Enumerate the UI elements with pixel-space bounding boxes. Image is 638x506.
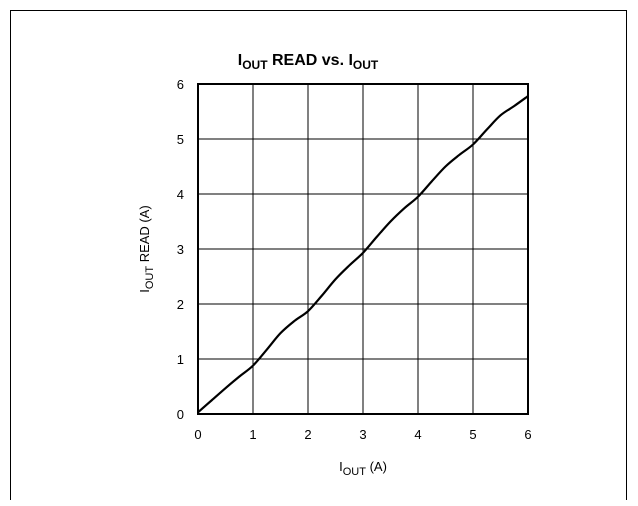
y-axis-label-unit: READ (A)	[137, 205, 152, 266]
x-axis-label-symbol: I	[339, 459, 343, 474]
x-tick-label: 3	[359, 427, 366, 442]
y-tick-label: 3	[177, 242, 184, 257]
x-axis-ticks: 0 1 2 3 4 5 6	[194, 427, 531, 442]
chart-title: IOUT READ vs. IOUT	[238, 52, 379, 72]
y-tick-label: 0	[177, 407, 184, 422]
grid	[198, 84, 528, 414]
x-tick-label: 1	[249, 427, 256, 442]
chart-title-symbol: I	[238, 52, 242, 69]
x-axis-label: IOUT (A)	[339, 459, 387, 478]
x-tick-label: 2	[304, 427, 311, 442]
y-tick-label: 5	[177, 132, 184, 147]
y-axis-ticks: 0 1 2 3 4 5 6	[177, 77, 184, 422]
chart-title-subscript-2: OUT	[353, 58, 379, 72]
x-axis-label-unit: (A)	[366, 459, 387, 474]
y-tick-label: 1	[177, 352, 184, 367]
chart-title-subscript-1: OUT	[242, 58, 268, 72]
y-axis-label: IOUT READ (A)	[137, 205, 156, 293]
x-tick-label: 6	[524, 427, 531, 442]
chart-title-middle: READ vs. I	[268, 52, 353, 69]
y-axis-label-subscript: OUT	[144, 266, 156, 290]
x-axis-label-subscript: OUT	[343, 466, 367, 478]
x-tick-label: 4	[414, 427, 421, 442]
x-tick-label: 0	[194, 427, 201, 442]
series-line	[197, 95, 529, 414]
y-tick-label: 6	[177, 77, 184, 92]
y-axis-label-symbol: I	[137, 289, 152, 293]
y-tick-label: 2	[177, 297, 184, 312]
x-tick-label: 5	[469, 427, 476, 442]
y-tick-label: 4	[177, 187, 184, 202]
plot-area-border	[197, 83, 529, 415]
